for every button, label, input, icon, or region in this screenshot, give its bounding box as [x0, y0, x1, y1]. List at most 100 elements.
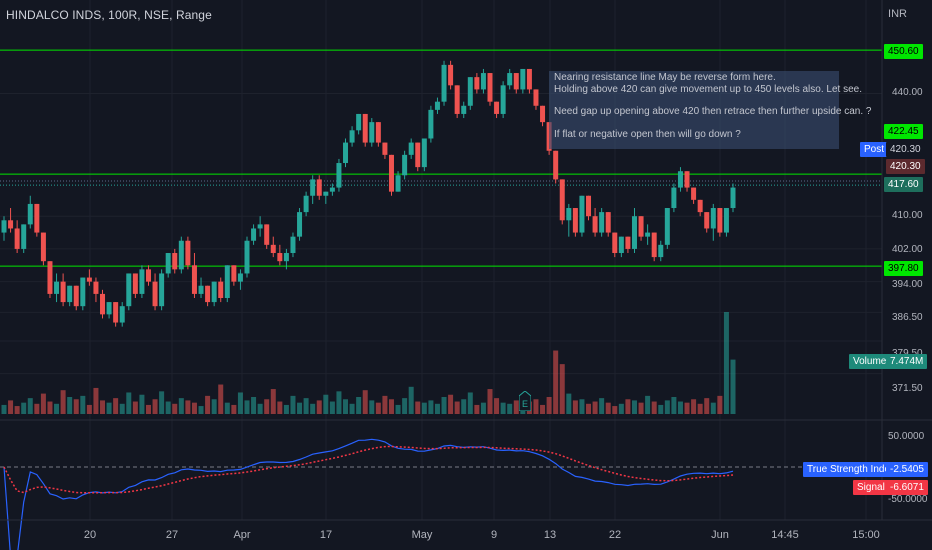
candle-body: [159, 273, 165, 307]
note-line: [554, 95, 834, 106]
candle-body: [277, 253, 283, 262]
candle-body: [343, 142, 349, 164]
candle-body: [270, 244, 276, 254]
candle-body: [533, 89, 539, 106]
volume-bar: [730, 359, 736, 414]
volume-bar: [139, 394, 145, 414]
tsi-line: [3, 438, 734, 550]
tsi-name-tag: True Strength Index: [803, 462, 900, 477]
candle-body: [224, 265, 230, 298]
volume-bar: [684, 402, 690, 414]
time-tick-label: May: [411, 529, 433, 541]
annotation-note[interactable]: Nearing resistance line May be reverse f…: [549, 71, 871, 149]
candle-body: [500, 85, 506, 114]
indicator-top-label: 50.0000: [888, 431, 925, 442]
candle-body: [448, 64, 454, 86]
volume-bar: [507, 403, 513, 414]
candle-body: [651, 232, 657, 258]
volume-bar: [178, 398, 184, 414]
candle-body: [60, 281, 66, 303]
price-tick-label: 440.00: [892, 87, 923, 98]
candle-body: [494, 101, 500, 114]
horizontal-levels: [0, 49, 882, 267]
candle-body: [664, 208, 670, 245]
candle-body: [638, 216, 644, 237]
volume-bar: [454, 401, 460, 414]
candle-body: [132, 273, 138, 294]
candle-body: [1, 220, 7, 233]
candle-body: [520, 68, 526, 90]
volume-bar: [467, 392, 473, 414]
volume-bar: [631, 400, 637, 414]
candle-body: [454, 85, 460, 114]
volume-bar: [270, 389, 276, 414]
candle-body: [67, 285, 73, 303]
volume-bar: [264, 399, 270, 414]
volume-bar: [257, 403, 263, 414]
volume-bar: [717, 395, 723, 414]
time-tick-label: Apr: [233, 529, 251, 541]
candle-body: [73, 285, 79, 307]
volume-bar: [343, 399, 349, 414]
volume-bar: [500, 402, 506, 414]
candle-body: [21, 224, 27, 249]
volume-bar: [487, 389, 493, 414]
volume-bar: [47, 401, 53, 414]
candle-body: [395, 175, 401, 192]
last-red-tag: 420.30: [886, 159, 925, 174]
time-tick-label: 13: [543, 529, 557, 541]
volume-bar: [119, 403, 125, 414]
time-tick-label: 14:45: [771, 529, 799, 541]
candle-body: [165, 253, 171, 274]
candle-body: [303, 195, 309, 213]
candle-body: [428, 109, 434, 139]
candle-body: [553, 150, 559, 180]
candle-body: [34, 203, 40, 233]
candle-body: [631, 216, 637, 249]
volume-bar: [310, 403, 316, 414]
candle-body: [618, 236, 624, 254]
volume-bar: [185, 400, 191, 414]
volume-bar: [277, 401, 283, 414]
volume-bar: [106, 402, 112, 414]
candle-body: [612, 232, 618, 254]
candle-body: [421, 138, 427, 168]
volume-bar: [697, 403, 703, 414]
candle-body: [710, 208, 716, 229]
candlestick-series: [1, 60, 736, 327]
volume-bar: [329, 401, 335, 414]
candle-body: [559, 179, 565, 221]
volume-bar: [369, 400, 375, 414]
candle-body: [145, 269, 151, 282]
pane-separators: [0, 0, 932, 521]
candle-body: [717, 208, 723, 233]
time-tick-label: 9: [490, 529, 498, 541]
candle-body: [671, 187, 677, 209]
note-line: Nearing resistance line May be reverse f…: [554, 72, 776, 83]
volume-bar: [205, 395, 211, 414]
price-tick-label: 410.00: [892, 210, 923, 221]
volume-bar: [231, 404, 237, 414]
candle-body: [415, 142, 421, 168]
candle-body: [480, 73, 486, 90]
candle-body: [54, 281, 60, 294]
earnings-marker-icon[interactable]: E: [519, 391, 531, 411]
volume-bar: [592, 401, 598, 414]
volume-bar: [395, 404, 401, 414]
candle-body: [40, 232, 46, 262]
volume-bar: [218, 384, 224, 414]
volume-bar: [480, 402, 486, 414]
price-tick-label: 402.00: [892, 244, 923, 255]
volume-bar: [251, 397, 257, 414]
volume-bar: [474, 404, 480, 414]
volume-bar: [303, 398, 309, 414]
indicator-bottom-label: -50.0000: [888, 494, 928, 505]
candle-body: [599, 212, 605, 233]
candle-body: [592, 216, 598, 233]
note-line: [554, 118, 834, 129]
volume-bar: [362, 390, 368, 414]
candle-body: [185, 240, 191, 266]
price-tick-label: 394.00: [892, 279, 923, 290]
candle-body: [100, 293, 106, 315]
